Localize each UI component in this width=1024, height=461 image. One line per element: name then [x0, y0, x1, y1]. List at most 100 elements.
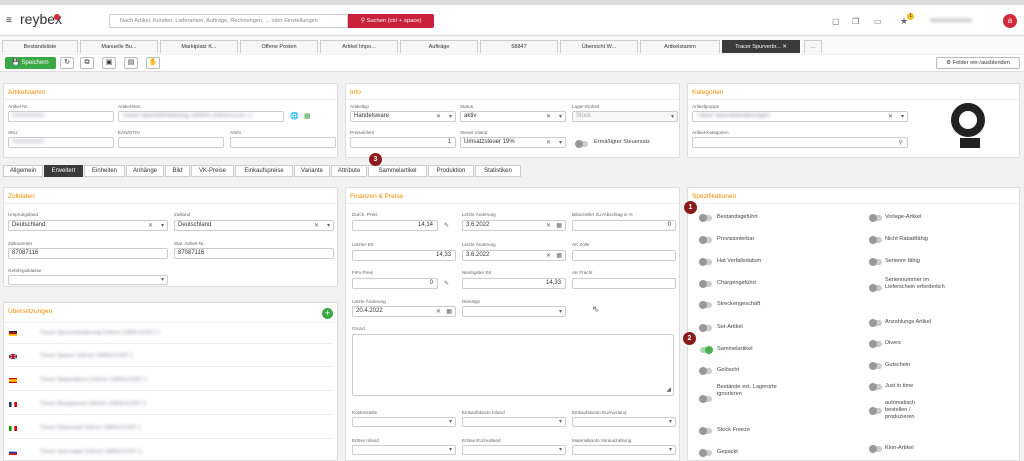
- toggle-provisionierbar[interactable]: [699, 235, 712, 244]
- tab-auftraege[interactable]: Aufträge: [400, 40, 478, 53]
- toggle-sammelartikel[interactable]: [700, 345, 713, 354]
- refresh-icon[interactable]: ↻: [60, 57, 74, 69]
- resize-handle-icon[interactable]: ◢: [666, 387, 671, 393]
- toggle-just-in-time[interactable]: [869, 382, 882, 391]
- letzte-aenderung-3-field[interactable]: 20.4.2022 ✕ ▦: [352, 306, 456, 317]
- gefahrgutklasse-select[interactable]: ▾: [8, 275, 168, 285]
- translation-row[interactable]: Tracer Spacer 2x6mm 108/5x112/57.1: [40, 353, 134, 359]
- globe-icon[interactable]: 🌐: [290, 113, 299, 120]
- subtab-anhaenge[interactable]: Anhänge: [126, 165, 164, 177]
- einkaufskonto-eu-select[interactable]: ▾: [572, 417, 676, 427]
- clear-icon[interactable]: ✕: [435, 114, 441, 120]
- subtab-allgemein[interactable]: Allgemein: [3, 165, 43, 177]
- calendar-icon[interactable]: ▦: [446, 309, 452, 315]
- translation-row[interactable]: Tracer Separadores 2x6mm 108/5x112/57.1: [40, 377, 148, 383]
- kategorien-search[interactable]: ⚲: [692, 137, 908, 148]
- asin-field[interactable]: [230, 137, 336, 148]
- durch-preis-field[interactable]: 14,14: [352, 220, 438, 231]
- letzte-aenderung-2-field[interactable]: 3.6.2022 ✕ ▦: [462, 250, 566, 261]
- fields-toggle-button[interactable]: ⚙ Felder ein-/ausblenden: [936, 57, 1020, 69]
- materialkonto-select[interactable]: ▾: [572, 445, 676, 455]
- tab-artikelstamm[interactable]: Artikelstamm: [640, 40, 720, 53]
- subtab-attribute[interactable]: Attribute: [331, 165, 367, 177]
- diensttyp-select[interactable]: ▾: [462, 306, 566, 317]
- tab-more[interactable]: ...: [804, 40, 822, 53]
- subtab-einheiten[interactable]: Einheiten: [84, 165, 125, 177]
- edit-icon[interactable]: ✎: [444, 223, 450, 229]
- clear-icon[interactable]: ✕: [545, 114, 551, 120]
- kostenstelle-select[interactable]: ▾: [352, 417, 456, 427]
- translation-row[interactable]: Tracer Spurverbreiterung 2x6mm 108/5x112…: [40, 330, 160, 336]
- search-button[interactable]: ⚲ Suchen (ctrl + space): [348, 14, 434, 28]
- subtab-bild[interactable]: Bild: [165, 165, 190, 177]
- close-icon[interactable]: ✕: [782, 44, 787, 50]
- menu-icon[interactable]: ≡: [6, 15, 12, 26]
- sku-field[interactable]: XXXXXXXX: [8, 137, 114, 148]
- calendar-icon[interactable]: ▦: [556, 223, 562, 229]
- tab-uebersicht[interactable]: Übersicht W...: [560, 40, 638, 53]
- ean-field[interactable]: [118, 137, 224, 148]
- brand-logo[interactable]: reybex: [20, 11, 63, 27]
- subtab-erweitert[interactable]: Erweitert: [44, 165, 83, 177]
- zollnummer-field[interactable]: 87087116: [8, 248, 168, 259]
- subtab-produktion[interactable]: Produktion: [428, 165, 474, 177]
- toggle-gepackt[interactable]: [699, 448, 712, 457]
- subtab-variante[interactable]: Variante: [294, 165, 330, 177]
- niedrigster-ek-field[interactable]: 14,33: [462, 278, 566, 289]
- letzter-ek-field[interactable]: 14,33: [352, 250, 456, 261]
- artikeltyp-select[interactable]: Handelsware ✕ ▾: [350, 111, 456, 122]
- status-select[interactable]: aktiv ✕ ▾: [460, 111, 566, 122]
- toggle-streckengeschaeft[interactable]: [699, 300, 712, 309]
- tab-offene-posten[interactable]: Offene Posten: [240, 40, 318, 53]
- save-button[interactable]: 💾 Speichern: [5, 57, 56, 69]
- ak-fracht-field[interactable]: [572, 278, 676, 289]
- toggle-nicht-rabattfaehig[interactable]: [869, 235, 882, 244]
- tab-tracer-active[interactable]: Tracer Spurverbr... ✕: [722, 40, 800, 53]
- clear-icon[interactable]: ✕: [545, 140, 551, 146]
- toggle-bestaende-ext[interactable]: [699, 394, 712, 403]
- spreadsheet-icon[interactable]: ▦: [304, 113, 311, 120]
- tab-marktplatz[interactable]: Marktplatz K...: [160, 40, 238, 53]
- bilanz-zuschlag-field[interactable]: 0: [572, 220, 676, 231]
- edit-icon[interactable]: ✎: [444, 281, 450, 287]
- document-icon[interactable]: ▤: [124, 57, 138, 69]
- toggle-automatisch-bestellen[interactable]: [869, 406, 882, 415]
- erloese-eu-select[interactable]: ▾: [462, 445, 566, 455]
- toggle-set-artikel[interactable]: [699, 323, 712, 332]
- user-avatar[interactable]: a: [1003, 14, 1017, 28]
- add-translation-button[interactable]: +: [322, 308, 333, 319]
- star-icon[interactable]: ★: [900, 16, 909, 26]
- tab-manuelle-buchung[interactable]: Manuelle Bu...: [80, 40, 158, 53]
- subtab-statistiken[interactable]: Statistiken: [475, 165, 521, 177]
- clear-icon[interactable]: ✕: [147, 223, 153, 229]
- tab-58847[interactable]: 58847: [480, 40, 558, 53]
- clear-icon[interactable]: ✕: [545, 253, 551, 259]
- toggle-geloescht[interactable]: [699, 366, 712, 375]
- stat-artikel-nr-field[interactable]: 87087116: [174, 248, 334, 259]
- clear-icon[interactable]: ✕: [435, 309, 441, 315]
- toggle-stock-freeze[interactable]: [699, 426, 712, 435]
- grund-textarea[interactable]: ◢: [352, 334, 674, 396]
- artikelgruppe-select[interactable]: Tracer Spurverbreiterungen ✕ ▾: [692, 111, 908, 122]
- lager-einheit-select[interactable]: Stück ▾: [572, 111, 678, 122]
- ak-zoelle-field[interactable]: [572, 250, 676, 261]
- subtab-vk-preise[interactable]: VK-Preise: [191, 165, 234, 177]
- toggle-chargengefuehrt[interactable]: [699, 279, 712, 288]
- clear-icon[interactable]: ✕: [545, 223, 551, 229]
- translation-row[interactable]: Tracer Élargisseurs 2x6mm 108/5x112/57.1: [40, 401, 147, 407]
- toggle-seriennr-faehig[interactable]: [869, 257, 882, 266]
- translation-row[interactable]: Tracer проставки 2x6mm 108/5x112/57.1: [40, 449, 142, 455]
- clear-icon[interactable]: ✕: [313, 223, 319, 229]
- global-search-input[interactable]: Nach Artikel, Kunden, Lieferanten, Auftr…: [109, 14, 348, 28]
- toggle-seriennummer-lieferschein[interactable]: [869, 283, 882, 292]
- zielland-select[interactable]: Deutschland ✕ ▾: [174, 220, 334, 231]
- chat-icon[interactable]: ▭: [874, 17, 882, 26]
- export-icon[interactable]: ▣: [102, 57, 116, 69]
- tab-artikel-import[interactable]: Artikel Impo...: [320, 40, 398, 53]
- translation-row[interactable]: Tracer Distanziali 2x6mm 108/5x112/57.1: [40, 425, 141, 431]
- fifo-preis-field[interactable]: 0: [352, 278, 438, 289]
- erloese-inland-select[interactable]: ▾: [352, 445, 456, 455]
- clear-icon[interactable]: ✕: [887, 114, 893, 120]
- hand-icon[interactable]: ✋: [146, 57, 160, 69]
- ursprungsland-select[interactable]: Deutschland ✕ ▾: [8, 220, 168, 231]
